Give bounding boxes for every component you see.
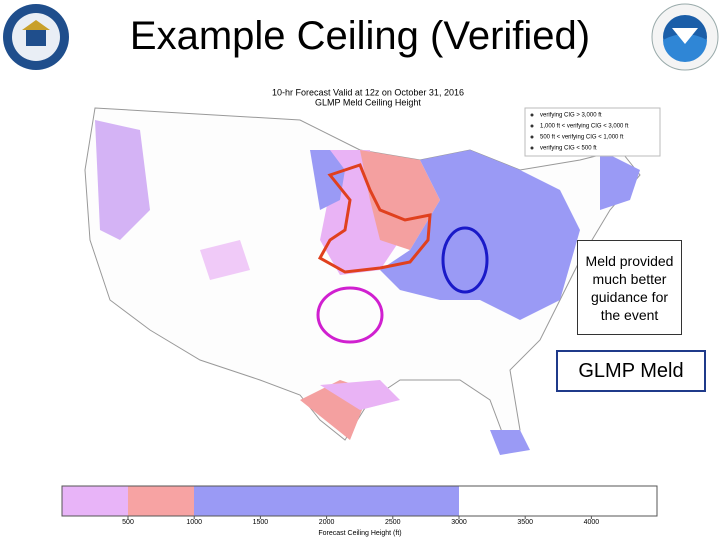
- legend-box: [524, 107, 661, 157]
- legend-entry: 1,000 ft < verifying CIG < 3,000 ft: [540, 124, 629, 130]
- slide-title: Example Ceiling (Verified): [129, 14, 591, 58]
- map-subtitle: GLMP Meld Ceiling Height: [315, 97, 421, 107]
- colorbar-tick-label: 2500: [385, 519, 401, 526]
- legend-dot: [530, 113, 534, 117]
- noaa-logo: [651, 3, 719, 71]
- legend-dot: [530, 124, 534, 128]
- commerce-logo: [3, 4, 69, 70]
- label-box: GLMP Meld: [556, 350, 706, 392]
- legend: verifying CIG > 3,000 ft 1,000 ft < verif…: [530, 113, 629, 152]
- colorbar-tick-label: 1500: [253, 519, 269, 526]
- colorbar-tick-label: 4000: [584, 519, 600, 526]
- colorbar-label: Forecast Ceiling Height (ft): [318, 530, 401, 537]
- blue-ellipse: [441, 226, 489, 294]
- colorbar-tick-label: 3000: [451, 519, 467, 526]
- us-map: [84, 107, 641, 455]
- colorbar-tick-label: 2000: [319, 519, 335, 526]
- colorbar-tick-label: 1000: [186, 519, 202, 526]
- legend-dot: [530, 146, 534, 150]
- legend-dot: [530, 135, 534, 139]
- outlined-region: [317, 163, 432, 274]
- colorbar-ticks: 500 1000 1500 2000 2500 3000 3500 4000: [122, 516, 599, 526]
- colorbar-tick-label: 3500: [517, 519, 533, 526]
- legend-entry: verifying CIG > 3,000 ft: [540, 113, 602, 119]
- legend-entry: verifying CIG < 500 ft: [540, 146, 597, 152]
- callout: Meld provided much better guidance for t…: [577, 240, 682, 335]
- colorbar-tick-label: 500: [122, 519, 134, 526]
- colorbar: [61, 485, 658, 517]
- legend-entry: 500 ft < verifying CIG < 1,000 ft: [540, 135, 624, 141]
- magenta-ellipse: [316, 286, 384, 344]
- map-title: 10-hr Forecast Valid at 12z on October 3…: [272, 87, 464, 97]
